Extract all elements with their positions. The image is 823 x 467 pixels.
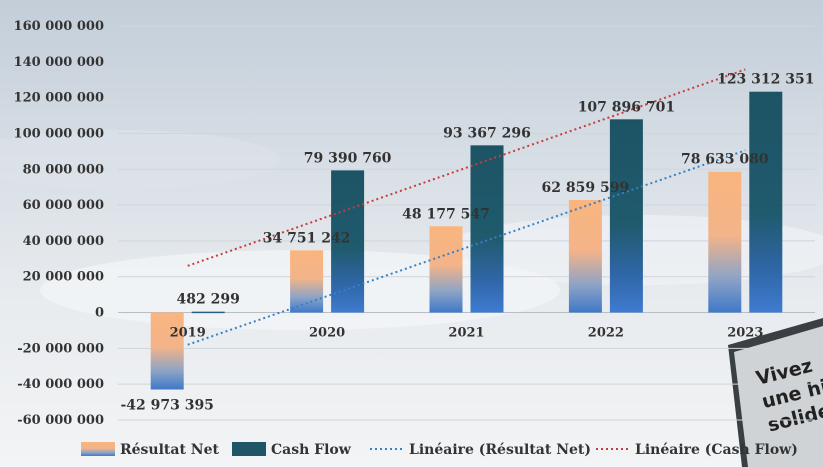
data-label-resultat-net-2021: 48 177 547 [402, 206, 490, 222]
y-tick-label: 140 000 000 [14, 55, 104, 70]
bar-cash-flow-2021[interactable] [470, 145, 504, 313]
data-label-resultat-net-2022: 62 859 599 [542, 180, 630, 196]
x-tick-label-2019: 2019 [170, 326, 206, 341]
bar-resultat-net-2019[interactable] [150, 312, 184, 390]
bars [150, 91, 783, 390]
gridlines [118, 25, 815, 421]
data-label-cash-flow-2019: 482 299 [177, 292, 240, 308]
legend-item-cash-flow[interactable]: Cash Flow [232, 442, 352, 458]
legend-label-resultat-net: Résultat Net [120, 442, 220, 458]
y-tick-label: 0 [95, 306, 104, 321]
y-tick-label: 100 000 000 [14, 126, 104, 141]
data-label-cash-flow-2022: 107 896 701 [578, 99, 675, 115]
data-label-cash-flow-2023: 123 312 351 [717, 72, 814, 88]
bar-resultat-net-2022[interactable] [568, 199, 602, 313]
billboard-sign: Vivez une his solide [728, 318, 823, 467]
legend-item-trend-resultat-net[interactable]: Linéaire (Résultat Net) [370, 442, 591, 458]
y-axis: 160 000 000 140 000 000 120 000 000 100 000… [14, 19, 104, 428]
trendlines [187, 68, 746, 346]
x-tick-label-2020: 2020 [309, 326, 345, 341]
bar-resultat-net-2021[interactable] [429, 226, 463, 313]
data-label-resultat-net-2019: -42 973 395 [120, 398, 214, 414]
data-labels: -42 973 395 482 299 34 751 242 79 390 760 48… [120, 72, 814, 414]
y-tick-label: 40 000 000 [23, 234, 104, 249]
y-tick-label: 160 000 000 [14, 19, 104, 34]
legend-label-trend-resultat-net: Linéaire (Résultat Net) [409, 442, 591, 458]
y-tick-label: 80 000 000 [23, 162, 104, 177]
legend-swatch-resultat-net [81, 442, 115, 456]
y-tick-label: 20 000 000 [23, 270, 104, 285]
bar-cash-flow-2019[interactable] [191, 311, 225, 314]
bar-resultat-net-2023[interactable] [708, 171, 742, 313]
legend: Résultat Net Cash Flow Linéaire (Résulta… [81, 442, 798, 458]
legend-label-trend-cash-flow: Linéaire (Cash Flow) [635, 442, 798, 458]
x-axis: 2019 2020 2021 2022 2023 [170, 326, 764, 341]
bar-resultat-net-2020[interactable] [290, 250, 324, 313]
data-label-cash-flow-2021: 93 367 296 [443, 125, 531, 141]
x-tick-label-2022: 2022 [588, 326, 624, 341]
x-tick-label-2023: 2023 [727, 326, 763, 341]
bar-cash-flow-2020[interactable] [331, 170, 365, 313]
y-tick-label: -40 000 000 [17, 377, 104, 392]
data-label-resultat-net-2023: 78 633 080 [681, 152, 769, 168]
bar-cash-flow-2023[interactable] [749, 91, 783, 313]
y-tick-label: 60 000 000 [23, 198, 104, 213]
trendline-cash-flow [187, 68, 746, 267]
cloud [0, 130, 280, 190]
y-tick-label: -20 000 000 [17, 341, 104, 356]
data-label-cash-flow-2020: 79 390 760 [304, 150, 392, 166]
trendline-resultat-net [187, 149, 746, 346]
legend-item-trend-cash-flow[interactable]: Linéaire (Cash Flow) [596, 442, 798, 458]
bar-cash-flow-2022[interactable] [609, 119, 643, 313]
legend-swatch-cash-flow [232, 442, 266, 456]
x-tick-label-2021: 2021 [448, 326, 484, 341]
data-label-resultat-net-2020: 34 751 242 [263, 230, 351, 246]
y-tick-label: 120 000 000 [14, 91, 104, 106]
y-tick-label: -60 000 000 [17, 413, 104, 428]
legend-item-resultat-net[interactable]: Résultat Net [81, 442, 220, 458]
legend-label-cash-flow: Cash Flow [271, 442, 352, 458]
